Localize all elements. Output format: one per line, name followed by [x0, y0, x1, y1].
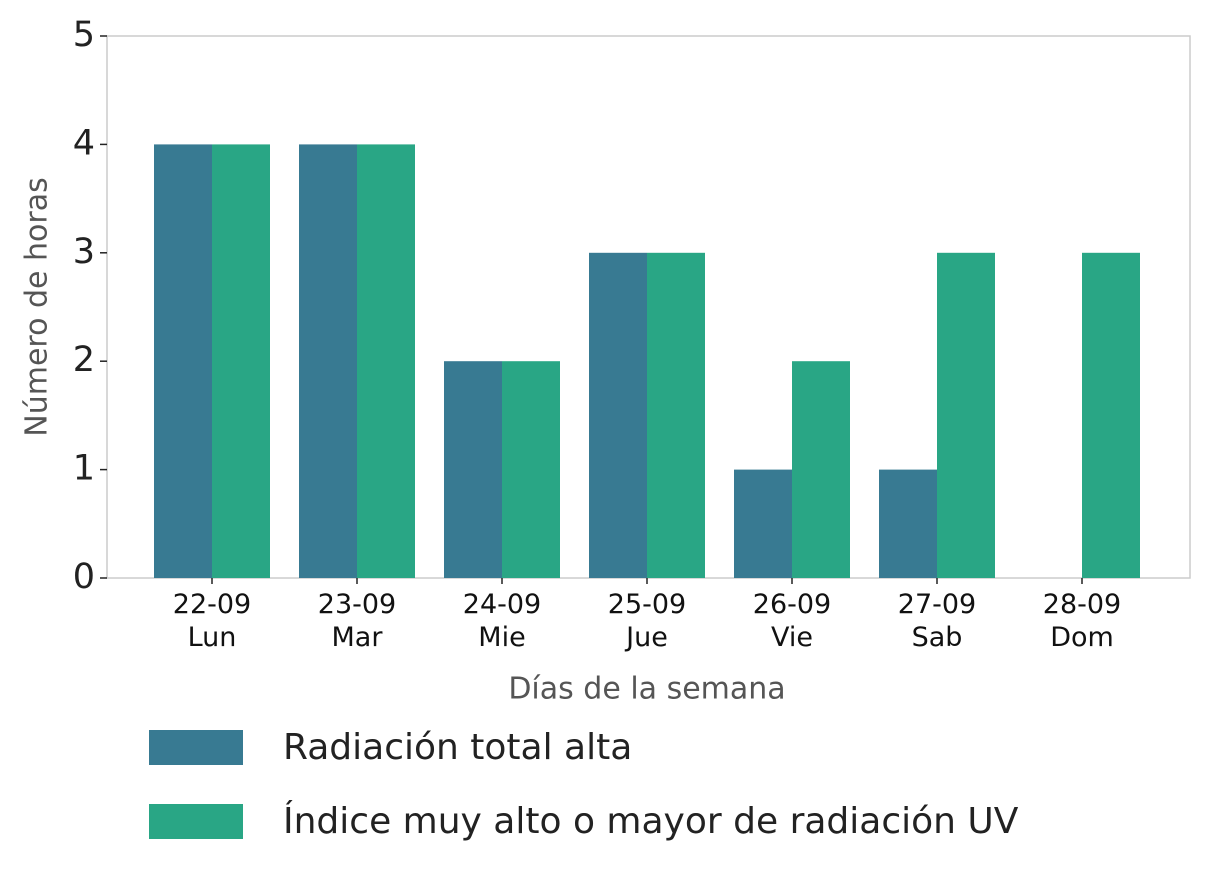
bar [502, 361, 560, 578]
y-tick-label: 0 [73, 557, 95, 597]
y-axis-label: Número de horas [20, 177, 55, 436]
y-tick-label: 5 [73, 15, 95, 55]
bar [734, 469, 792, 578]
bar [879, 469, 937, 578]
bar [937, 252, 995, 579]
y-tick-label: 3 [73, 232, 95, 272]
legend-swatch [149, 804, 243, 839]
legend-label: Radiación total alta [283, 727, 632, 768]
bar [1082, 252, 1140, 579]
x-tick-label: 28-09 Dom [1042, 589, 1122, 653]
legend-label: Índice muy alto o mayor de radiación UV [283, 800, 1019, 842]
bar [299, 144, 357, 578]
x-tick-label: 22-09 Lun [172, 589, 252, 653]
y-tick-label: 1 [73, 449, 95, 489]
bar [647, 252, 705, 579]
x-axis-label: Días de la semana [508, 672, 785, 707]
x-tick-label: 24-09 Mie [462, 589, 542, 653]
y-tick-label: 4 [73, 123, 95, 163]
bar [792, 361, 850, 578]
bar [212, 144, 270, 578]
x-tick-label: 27-09 Sab [897, 589, 977, 653]
x-tick-label: 23-09 Mar [317, 589, 397, 653]
legend-swatch [149, 730, 243, 765]
bar [444, 361, 502, 578]
bar [154, 144, 212, 578]
bar [357, 144, 415, 578]
bar [589, 252, 647, 579]
x-tick-label: 25-09 Jue [607, 589, 687, 653]
x-tick-label: 26-09 Vie [752, 589, 832, 653]
y-tick-label: 2 [73, 340, 95, 380]
